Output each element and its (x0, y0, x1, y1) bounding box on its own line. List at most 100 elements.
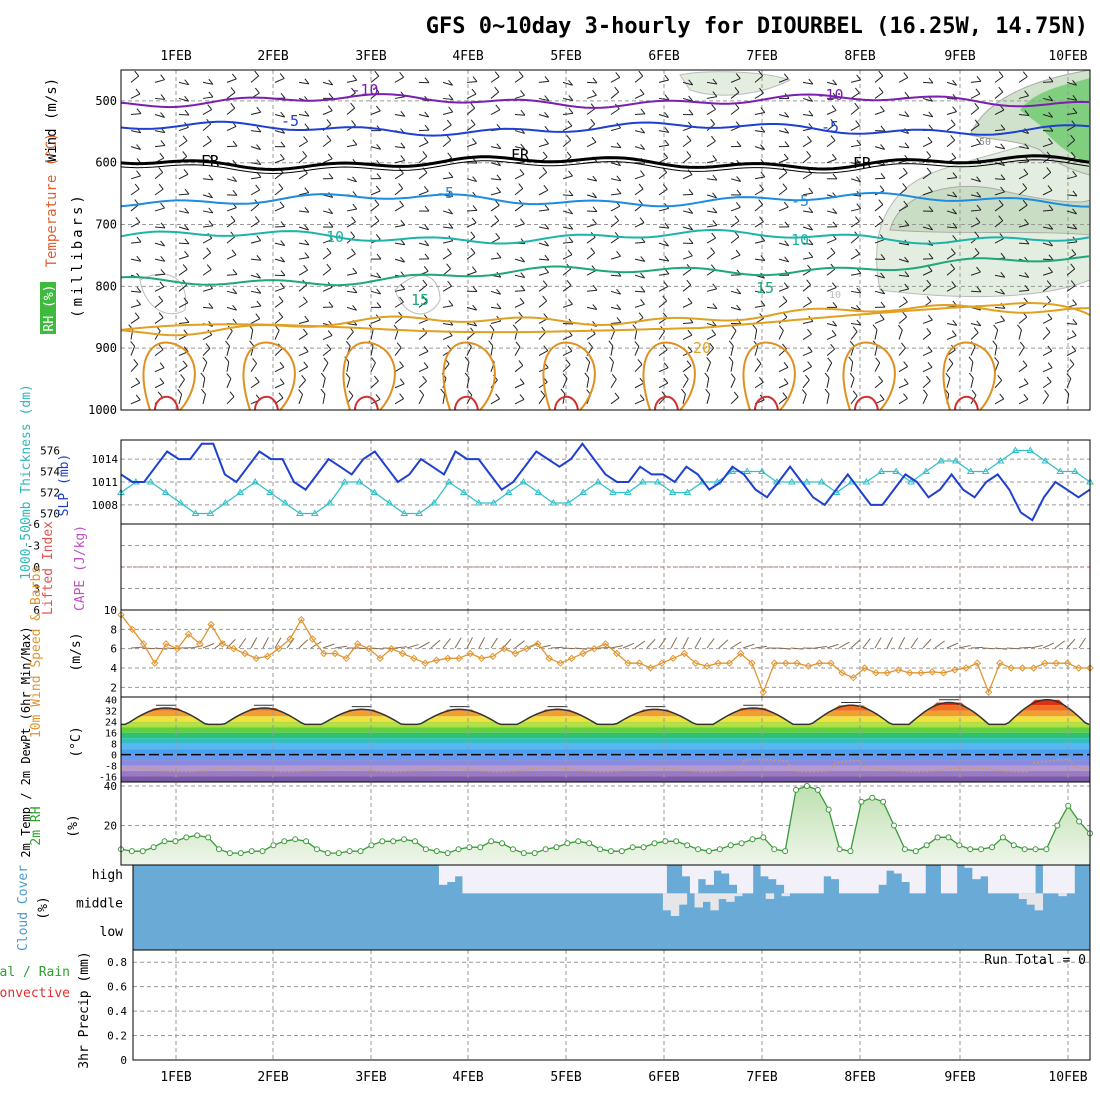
wind-barb (707, 378, 709, 388)
wind-barb (155, 287, 164, 292)
wind-barb (1045, 390, 1049, 395)
cloud-gap (776, 865, 784, 885)
rh2m-point (456, 847, 461, 852)
wind-barb-10m (1043, 643, 1054, 648)
wind-barb (371, 221, 379, 227)
wind-barb (901, 343, 905, 348)
wind-barb (635, 364, 642, 371)
wind-barb (375, 216, 379, 221)
wind-barb (563, 335, 572, 339)
precip-ytick: 0.8 (107, 956, 127, 969)
wind-barb (160, 363, 164, 368)
rh2m-point (565, 841, 570, 846)
wind-barb (904, 362, 908, 367)
wind-barb (563, 126, 572, 131)
contour-label: 10 (791, 231, 809, 249)
wind-barb (305, 188, 309, 193)
wind-barb (131, 318, 139, 324)
wind-barb (302, 375, 306, 380)
wind-barb (827, 141, 835, 147)
wind-barb (352, 217, 356, 222)
wind-barb (135, 71, 139, 76)
wind-barb (803, 302, 811, 307)
wind-barb (707, 238, 716, 243)
wind-barb (203, 238, 212, 243)
wind-barb (663, 296, 667, 301)
wind-barb-10m (635, 641, 645, 648)
wind-barb (851, 378, 854, 388)
wind-barb (371, 358, 375, 363)
wind-barb (587, 253, 595, 259)
wind-barb (471, 248, 475, 253)
temp-hump-band (420, 722, 500, 725)
cloud-gap (596, 865, 604, 893)
wind-barb-10m (659, 638, 666, 648)
wind-barb (635, 291, 645, 292)
wind-barb (280, 379, 284, 384)
wind-barb (280, 202, 284, 207)
wind-barb-10m (563, 648, 575, 649)
wind-barb (995, 77, 1003, 83)
wind-barb (376, 394, 380, 399)
wind-barb-10m (1007, 648, 1019, 649)
wind-barb (155, 227, 165, 228)
wind-barb (927, 296, 931, 301)
wind-barb (689, 189, 693, 194)
wind-barb (395, 289, 405, 291)
upper-ylabel-temp: Temperature (°C) (44, 133, 60, 268)
wind-barb (395, 225, 405, 227)
wind-barb (539, 172, 547, 178)
rh2m-point (423, 847, 428, 852)
wind-barb (160, 153, 164, 158)
wind-barb (707, 357, 711, 362)
wind-barb (712, 233, 716, 238)
wind-barb (807, 297, 811, 302)
wind-barb (203, 124, 211, 130)
wind-barb (881, 126, 885, 131)
wind-barb (185, 189, 189, 194)
wind-barb-10m (851, 640, 860, 648)
upper-ytick: 900 (95, 341, 117, 355)
wind-barb (563, 394, 565, 404)
wind-barb (755, 364, 761, 372)
wind-barb (663, 184, 667, 189)
wind-barb (203, 362, 207, 371)
cloud-gap (839, 865, 847, 893)
wind-barb-10m (959, 645, 971, 648)
wind-barb (640, 89, 644, 94)
wind-barb (281, 93, 285, 98)
wind-barb (183, 361, 187, 366)
wind-barb (688, 298, 692, 303)
wind10m-ytick: 10 (104, 604, 117, 617)
cloud-ylabel: Cloud Cover (16, 865, 31, 951)
wind-barb (928, 346, 932, 351)
wind-barb (759, 200, 763, 205)
wind-barb (158, 392, 162, 397)
wind-barb (443, 98, 453, 99)
cloud-gap (808, 865, 816, 893)
temp-band (121, 738, 1090, 743)
wind-barb (183, 151, 187, 156)
wind-barb (737, 190, 741, 195)
rh2m-point (162, 839, 167, 844)
wind-barb (585, 373, 589, 378)
wind-barb (519, 360, 523, 365)
temp-hump-band (425, 716, 495, 721)
cloud-gap (855, 865, 863, 893)
wind-barb (233, 141, 237, 146)
wind-barb (155, 189, 163, 195)
wind-barb-10m (143, 648, 155, 649)
temp-band (121, 744, 1090, 749)
wind-barb (275, 384, 284, 388)
rh2m-point (946, 835, 951, 840)
wind-barb (376, 106, 380, 111)
wind-barb (203, 335, 212, 340)
wind-barb (203, 226, 213, 227)
wind-barb (995, 399, 1004, 404)
wind-barb (255, 377, 259, 382)
rh2m-point (402, 837, 407, 842)
wind-barb-10m (647, 639, 655, 648)
wind-barb (635, 304, 645, 307)
rh2m-point (717, 847, 722, 852)
